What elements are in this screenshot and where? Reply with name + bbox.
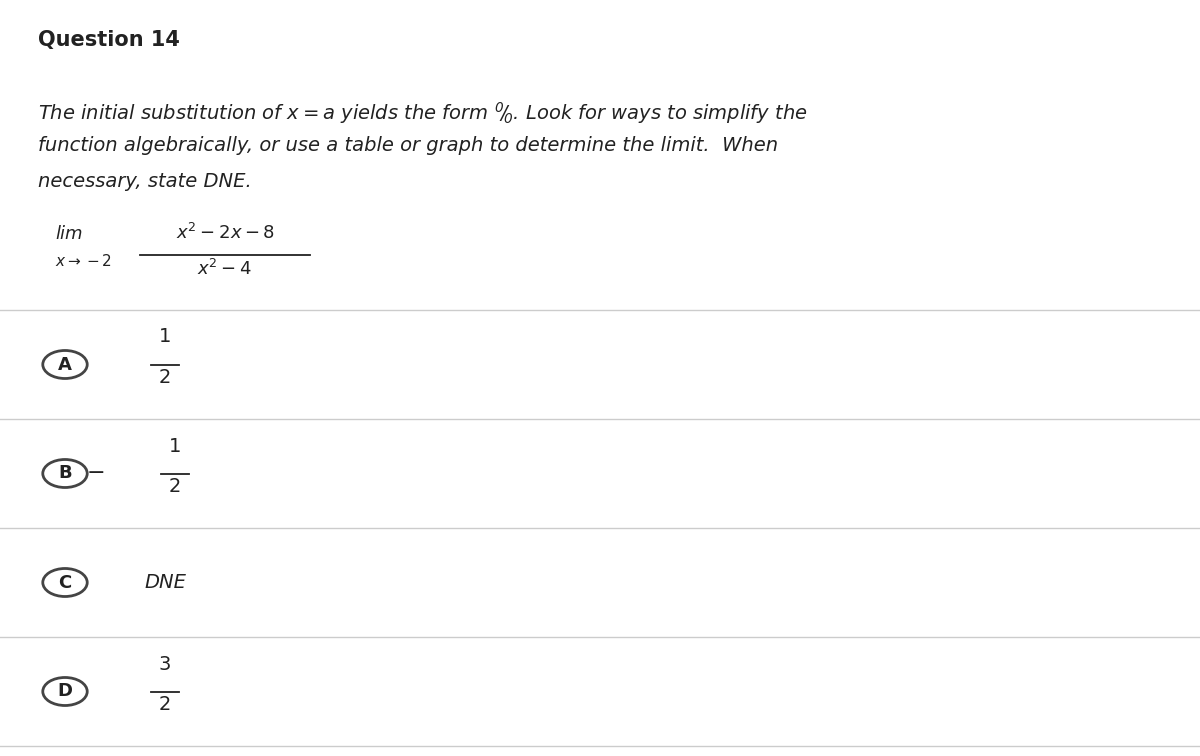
Text: D: D — [58, 683, 72, 701]
Text: DNE: DNE — [144, 573, 186, 592]
Text: C: C — [59, 574, 72, 591]
Text: $x^2 - 4$: $x^2 - 4$ — [198, 259, 252, 279]
Text: B: B — [58, 464, 72, 482]
Text: 2: 2 — [158, 367, 172, 386]
Text: $x \rightarrow -2$: $x \rightarrow -2$ — [55, 253, 112, 269]
Text: 3: 3 — [158, 655, 172, 674]
Text: lim: lim — [55, 225, 83, 243]
Text: A: A — [58, 355, 72, 373]
Text: 1: 1 — [169, 436, 181, 456]
Text: Question 14: Question 14 — [38, 30, 180, 50]
Text: −: − — [86, 463, 106, 484]
Text: 2: 2 — [169, 476, 181, 495]
Text: function algebraically, or use a table or graph to determine the limit.  When: function algebraically, or use a table o… — [38, 136, 778, 155]
Text: 2: 2 — [158, 695, 172, 714]
Text: $x^2 - 2x - 8$: $x^2 - 2x - 8$ — [175, 223, 275, 243]
Text: The initial substitution of $x = a$ yields the form $\mathregular{^0\!/\!_0}$. L: The initial substitution of $x = a$ yiel… — [38, 100, 808, 126]
Text: 1: 1 — [158, 327, 172, 346]
Text: necessary, state DNE.: necessary, state DNE. — [38, 172, 252, 191]
